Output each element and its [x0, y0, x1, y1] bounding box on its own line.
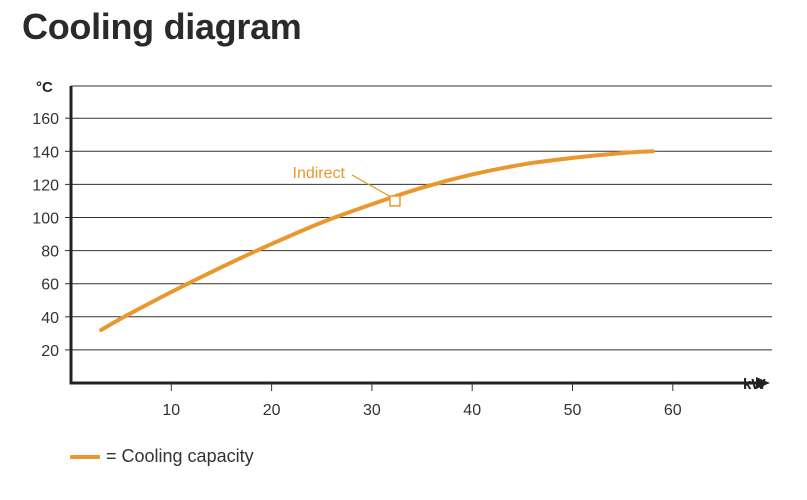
- annotations: Indirect: [293, 165, 401, 207]
- annotation-marker: [389, 195, 401, 207]
- y-tick-label-40: 40: [41, 310, 59, 327]
- x-tick-label-60: 60: [664, 402, 682, 419]
- x-axis-arrow: [756, 377, 770, 389]
- y-tick-label-80: 80: [41, 244, 59, 261]
- legend-swatch: [70, 454, 100, 459]
- y-tick-label-60: 60: [41, 277, 59, 294]
- x-tick-label-10: 10: [162, 402, 180, 419]
- x-tick-label-50: 50: [564, 402, 582, 419]
- x-tick-label-40: 40: [463, 402, 481, 419]
- x-tick-labels: 10 20 30 40 50 60: [162, 402, 681, 419]
- annotation-label-indirect: Indirect: [293, 165, 346, 182]
- legend: = Cooling capacity: [70, 446, 254, 467]
- x-axis-unit: kW: [743, 376, 766, 393]
- y-tick-label-120: 120: [32, 177, 59, 194]
- series-group: [99, 149, 655, 333]
- y-axis-unit: °C: [36, 79, 53, 96]
- x-tick-label-30: 30: [363, 402, 381, 419]
- x-tick-label-20: 20: [263, 402, 281, 419]
- legend-label: = Cooling capacity: [106, 446, 254, 466]
- series-line-cooling-capacity: [99, 149, 655, 333]
- y-tick-label-20: 20: [41, 343, 59, 360]
- y-tick-label-100: 100: [32, 211, 59, 228]
- axes: [65, 86, 770, 391]
- chart-title: Cooling diagram: [22, 6, 302, 47]
- y-tick-label-160: 160: [32, 111, 59, 128]
- annotation-leader-line: [351, 174, 390, 197]
- y-tick-labels: 20 40 60 80 100 120 140 160: [32, 111, 59, 360]
- y-tick-label-140: 140: [32, 144, 59, 161]
- gridlines: [71, 85, 772, 351]
